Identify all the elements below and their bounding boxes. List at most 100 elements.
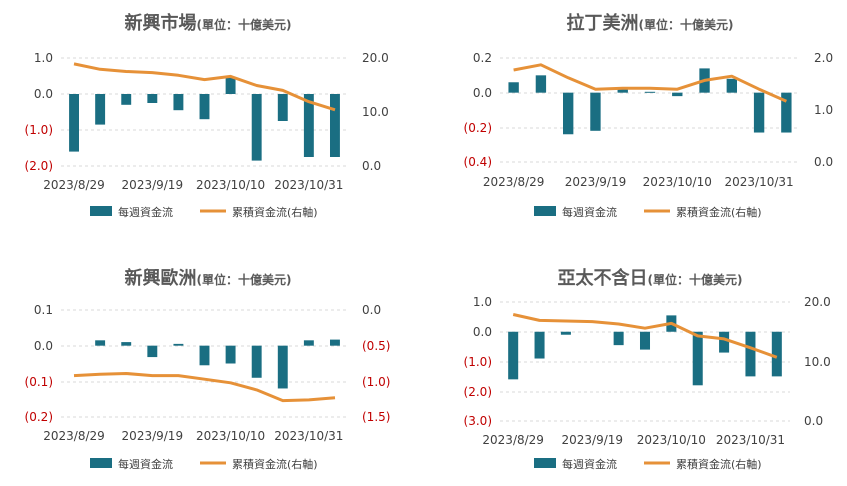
y-tick-label-left: 0.0 <box>34 87 53 101</box>
line-cumulative-flow <box>512 313 778 359</box>
y-tick-label-left: (1.0) <box>464 355 492 369</box>
bar-weekly-flow <box>173 94 184 111</box>
x-tick-label: 2023/10/10 <box>637 433 706 447</box>
legend-swatch-bar <box>534 458 556 468</box>
x-tick-label: 2023/8/29 <box>43 429 105 443</box>
bar-weekly-flow <box>771 331 782 377</box>
bar-weekly-flow <box>692 331 703 386</box>
y-tick-label-left: (0.4) <box>464 155 492 169</box>
bar-weekly-flow <box>617 89 628 93</box>
legend-label-bar: 每週資金流 <box>118 205 173 219</box>
bar-weekly-flow <box>277 345 288 389</box>
chart-title-main: 新興市場 <box>125 12 197 34</box>
y-tick-label-left: (2.0) <box>25 159 53 173</box>
x-tick-label: 2023/10/31 <box>725 175 794 189</box>
bar-weekly-flow <box>560 331 571 335</box>
chart-title-unit: (單位：十億美元) <box>197 272 292 287</box>
bar-weekly-flow <box>303 340 314 346</box>
chart-title-unit: (單位：十億美元) <box>197 17 292 32</box>
y-tick-label-right: 10.0 <box>362 105 389 119</box>
y-tick-label-right: 20.0 <box>362 51 389 65</box>
chart-title-main: 新興歐洲 <box>125 267 197 289</box>
chart-title: 亞太不含日(單位：十億美元) <box>558 267 743 289</box>
bar-weekly-flow <box>121 342 132 346</box>
chart-title: 新興歐洲(單位：十億美元) <box>125 267 292 289</box>
x-tick-label: 2023/9/19 <box>122 429 184 443</box>
y-tick-label-right: 10.0 <box>804 355 831 369</box>
x-tick-label: 2023/9/19 <box>565 175 627 189</box>
y-tick-label-right: 0.0 <box>362 303 381 317</box>
bar-weekly-flow <box>726 78 737 93</box>
bar-weekly-flow <box>277 94 288 121</box>
y-tick-label-left: (3.0) <box>464 414 492 428</box>
legend-swatch-bar <box>90 206 112 216</box>
legend-swatch-bar <box>90 458 112 468</box>
bar-weekly-flow <box>95 340 106 346</box>
x-tick-label: 2023/10/10 <box>643 175 712 189</box>
bar-weekly-flow <box>781 92 792 133</box>
legend-label-bar: 每週資金流 <box>562 205 617 219</box>
bar-weekly-flow <box>534 331 545 359</box>
bar-weekly-flow <box>590 92 601 131</box>
bar-weekly-flow <box>225 77 236 94</box>
y-tick-label-right: 0.0 <box>362 159 381 173</box>
bar-weekly-flow <box>639 331 651 350</box>
y-tick-label-left: 1.0 <box>34 51 53 65</box>
y-tick-label-right: 0.0 <box>804 414 823 428</box>
x-tick-label: 2023/10/31 <box>716 433 785 447</box>
x-tick-label: 2023/10/10 <box>196 178 265 192</box>
y-tick-label-left: 0.2 <box>473 51 492 65</box>
bar-weekly-flow <box>613 331 624 346</box>
bar-weekly-flow <box>329 339 340 346</box>
chart-title: 新興市場(單位：十億美元) <box>125 12 292 34</box>
bar-weekly-flow <box>121 94 132 105</box>
y-tick-label-left: 0.0 <box>34 339 53 353</box>
bar-weekly-flow <box>173 343 184 346</box>
bar-weekly-flow <box>199 345 210 366</box>
bar-weekly-flow <box>251 345 262 378</box>
y-tick-label-right: 20.0 <box>804 295 831 309</box>
bar-weekly-flow <box>147 94 158 103</box>
chart-title-main: 亞太不含日 <box>558 267 648 289</box>
legend-label-line: 累積資金流(右軸) <box>676 205 762 219</box>
chart-emerging-europe: 新興歐洲(單位：十億美元) 0.1 0.0 (0.1) (0.2) 0.0 (0.5) (1.… <box>25 267 391 471</box>
y-tick-label-right: 1.0 <box>814 103 833 117</box>
legend-label-line: 累積資金流(右軸) <box>232 205 318 219</box>
x-tick-label: 2023/10/31 <box>274 429 343 443</box>
bar-weekly-flow <box>753 92 765 133</box>
bar-weekly-flow <box>644 91 656 93</box>
y-tick-label-left: (0.1) <box>25 375 53 389</box>
chart-latin-america: 拉丁美洲(單位：十億美元) 0.2 0.0 (0.2) (0.4) 2.0 1.0 0.0 20… <box>464 12 834 219</box>
bar-weekly-flow <box>147 345 158 358</box>
bar-weekly-flow <box>225 345 236 364</box>
bar-weekly-flow <box>672 92 683 97</box>
chart-title-unit: (單位：十億美元) <box>639 17 734 32</box>
legend-label-bar: 每週資金流 <box>562 457 617 471</box>
bar-weekly-flow <box>719 331 730 353</box>
x-tick-label: 2023/10/10 <box>196 429 265 443</box>
bar-weekly-flow <box>745 331 756 377</box>
x-tick-label: 2023/8/29 <box>43 178 105 192</box>
x-tick-label: 2023/9/19 <box>562 433 624 447</box>
bar-weekly-flow <box>251 94 262 161</box>
x-tick-label: 2023/8/29 <box>482 433 544 447</box>
line-cumulative-flow <box>73 62 336 112</box>
x-tick-label: 2023/9/19 <box>122 178 184 192</box>
bar-weekly-flow <box>69 94 80 152</box>
bar-weekly-flow <box>303 94 314 157</box>
bar-weekly-flow <box>95 94 106 125</box>
bar-weekly-flow <box>508 82 519 93</box>
bar-weekly-flow <box>535 75 547 93</box>
legend-swatch-bar <box>534 206 556 216</box>
y-tick-label-left: (1.0) <box>25 123 53 137</box>
bar-weekly-flow <box>199 94 210 120</box>
chart-emerging-markets: 新興市場(單位：十億美元) 1.0 0.0 (1.0) (2.0) 20.0 10.0 0.0… <box>25 12 389 219</box>
chart-asia-pacific-ex-japan: 亞太不含日(單位：十億美元) 1.0 0.0 (1.0) (2.0) (3.0) 20.0 1… <box>464 267 831 471</box>
y-tick-label-left: (2.0) <box>464 385 492 399</box>
bar-weekly-flow <box>563 92 574 135</box>
y-tick-label-right: 0.0 <box>814 155 833 169</box>
y-tick-label-left: 1.0 <box>473 295 492 309</box>
y-tick-label-left: 0.0 <box>473 86 492 100</box>
y-tick-label-right: 2.0 <box>814 51 833 65</box>
